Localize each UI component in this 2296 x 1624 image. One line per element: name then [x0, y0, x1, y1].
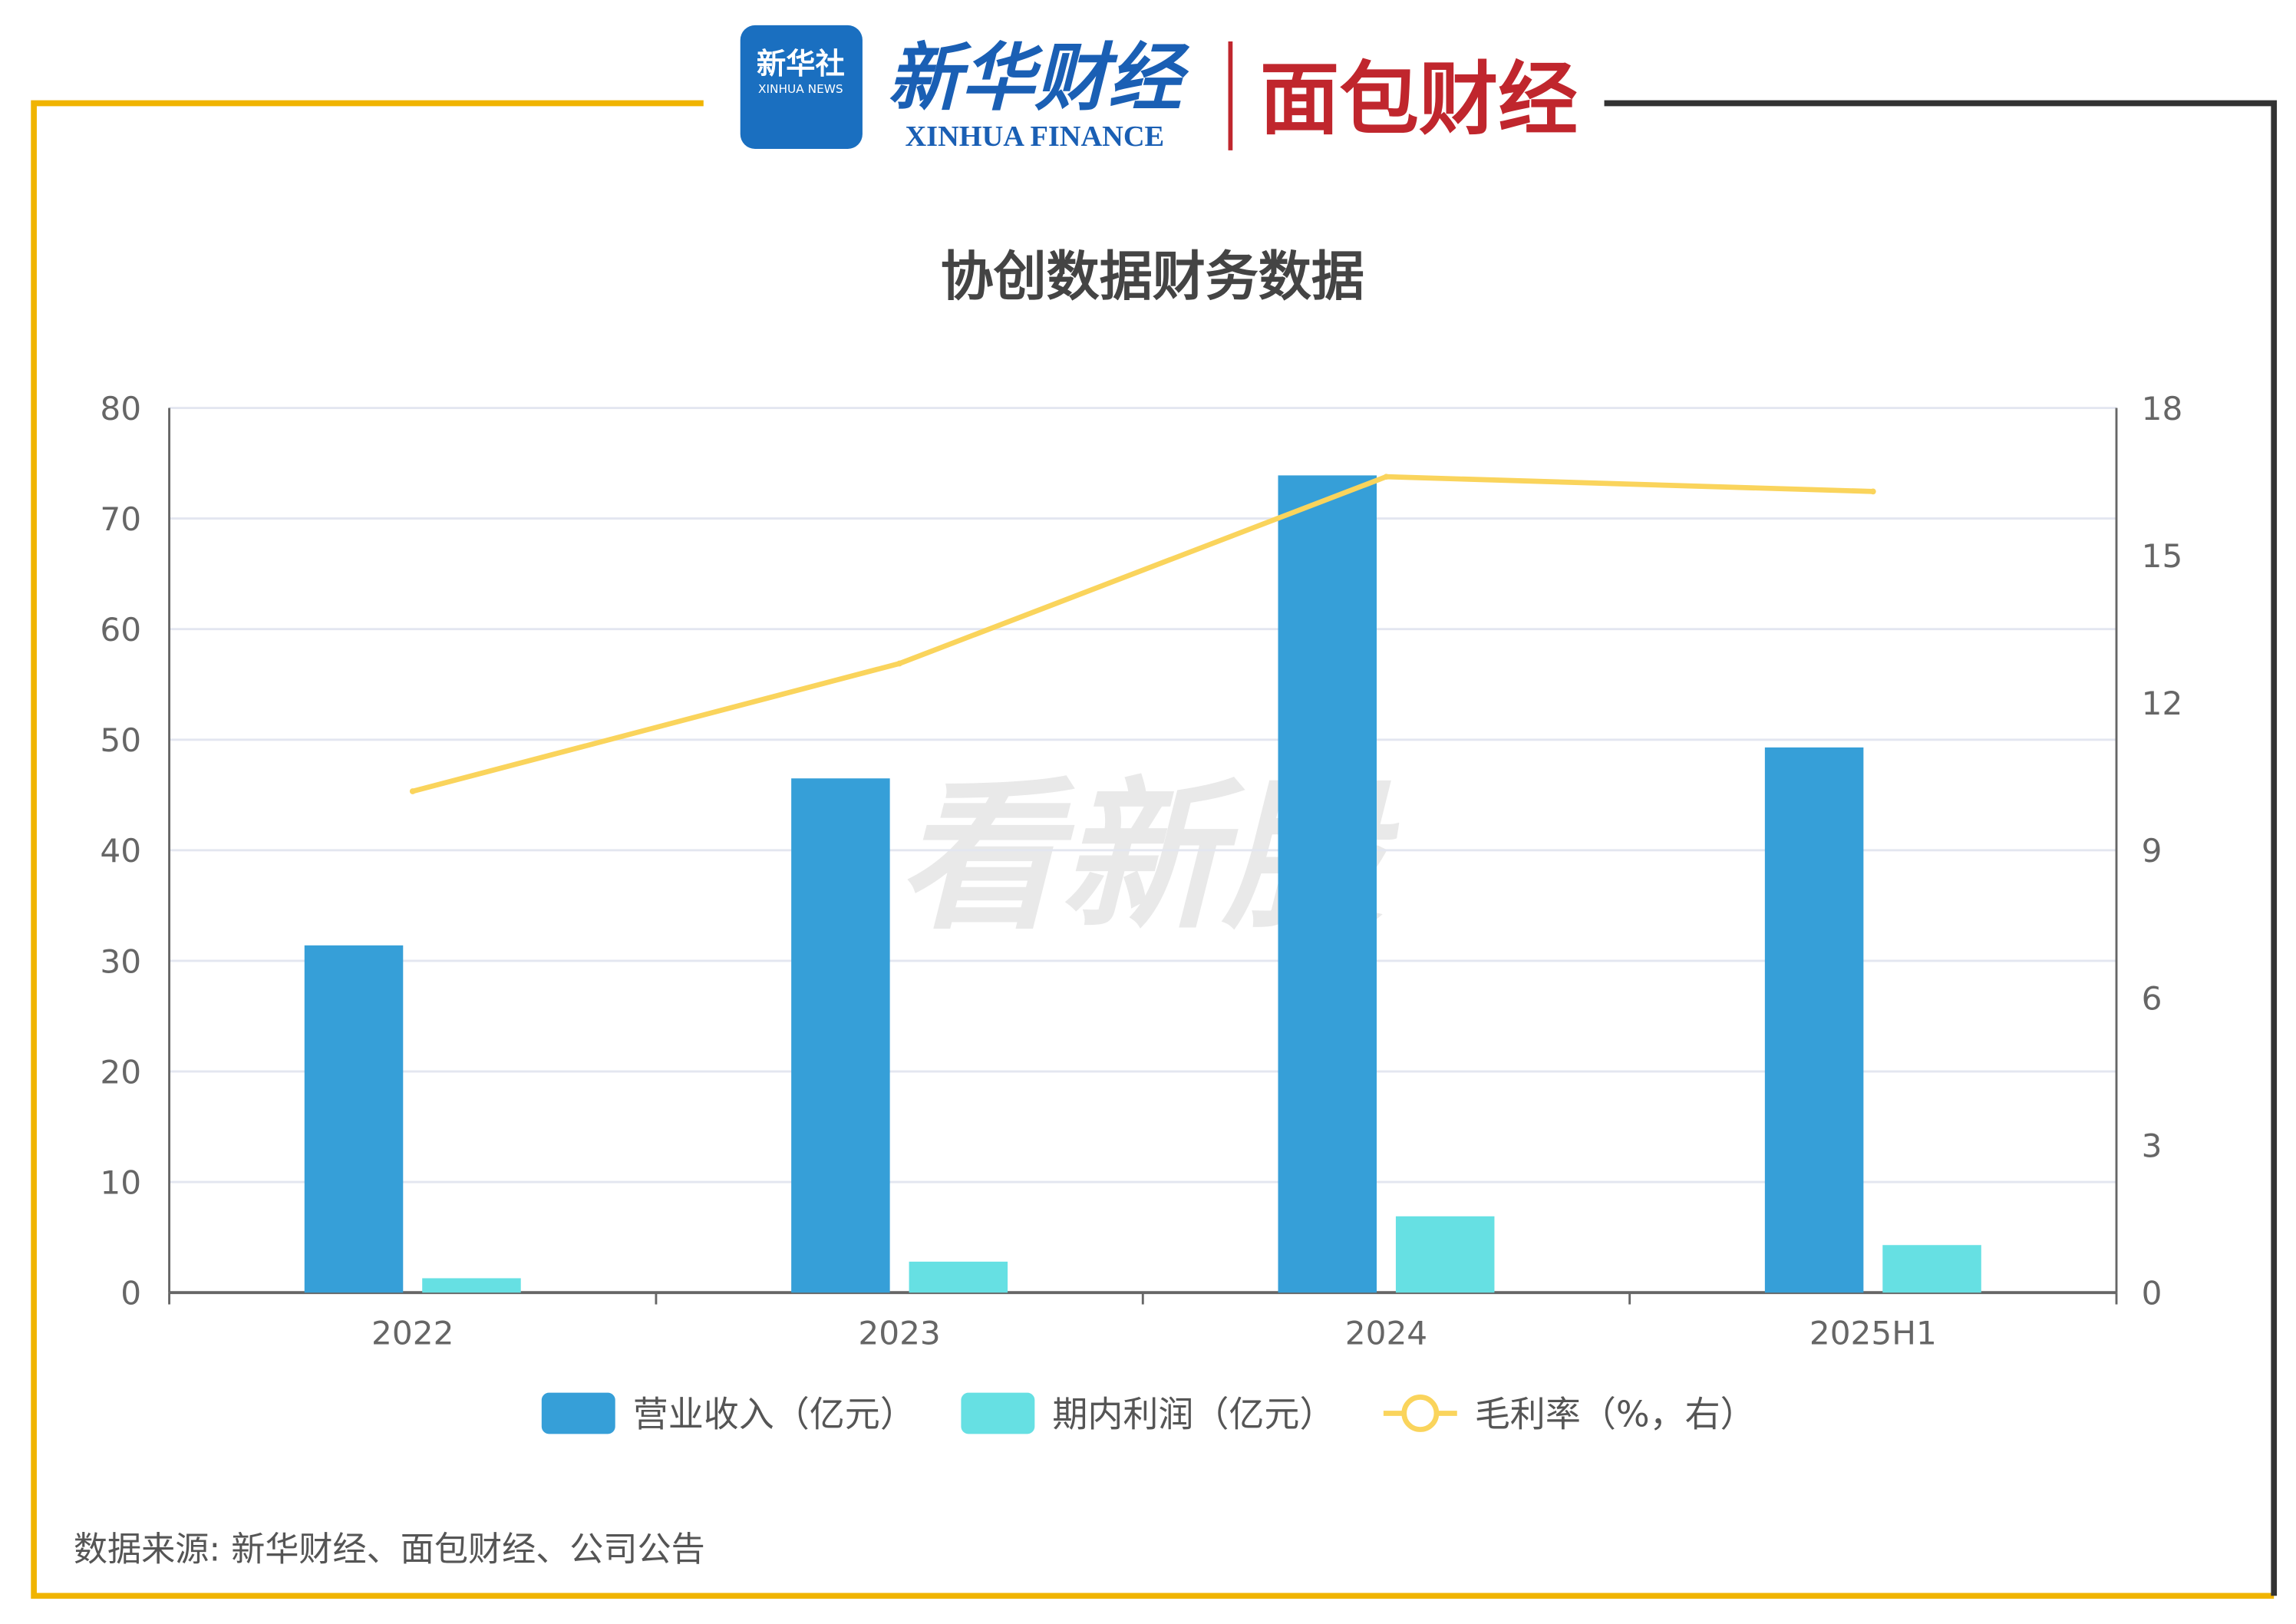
legend-swatch-1 — [961, 1392, 1035, 1434]
right-tick-label: 18 — [2142, 390, 2183, 427]
frame-yellow — [31, 100, 2275, 1599]
left-tick-label: 60 — [100, 611, 141, 649]
legend-label: 期内利润（亿元） — [1052, 1394, 1334, 1435]
profit-bar — [422, 1278, 521, 1293]
left-tick-label: 50 — [100, 721, 141, 759]
x-tick-label: 2025H1 — [1809, 1314, 1937, 1352]
frame-dark — [1604, 100, 2278, 1596]
profit-bar — [909, 1261, 1008, 1293]
gross-margin-point — [1869, 488, 1876, 495]
revenue-bar — [1764, 747, 1864, 1293]
profit-bar — [1395, 1216, 1495, 1293]
gross-margin-point — [896, 660, 902, 667]
x-tick-label: 2024 — [1345, 1314, 1427, 1352]
legend: 营业收入（亿元） 期内利润（亿元） 毛利率（%，右） — [541, 1392, 1756, 1435]
svg-text:新华财经: 新华财经 — [888, 35, 1191, 121]
legend-swatch-circle — [1401, 1395, 1440, 1432]
gross-margin-line — [411, 474, 1873, 794]
x-tick-label: 2023 — [858, 1314, 940, 1352]
plot-area: 0 10 20 30 40 50 60 70 80 0 3 6 9 12 15 18 2022 2023 2024 2… — [100, 390, 2182, 1352]
right-tick-label: 6 — [2142, 979, 2162, 1017]
right-tick-label: 0 — [2142, 1275, 2162, 1312]
left-tick-label: 30 — [100, 942, 141, 980]
xinhua-news-logo: 新华社 XINHUA NEWS — [740, 25, 863, 149]
left-tick-label: 20 — [100, 1053, 141, 1091]
right-tick-label: 15 — [2142, 537, 2183, 575]
profit-bar — [1882, 1245, 1981, 1293]
revenue-bar — [1278, 475, 1377, 1293]
mianbao-logo: 面包财经 — [1260, 54, 1578, 146]
x-tick-label: 2022 — [371, 1314, 454, 1352]
svg-text:XINHUA NEWS: XINHUA NEWS — [758, 82, 843, 96]
svg-text:XINHUA FINANCE: XINHUA FINANCE — [905, 120, 1164, 153]
source-note: 数据来源: 新华财经、面包财经、公司公告 — [74, 1530, 705, 1569]
right-tick-label: 3 — [2142, 1127, 2162, 1164]
left-tick-label: 0 — [120, 1275, 141, 1312]
gross-margin-point — [1383, 474, 1390, 480]
xinhua-finance-logo: 新华财经 XINHUA FINANCE — [888, 35, 1191, 153]
gross-margin-point — [409, 788, 416, 794]
left-tick-label: 80 — [100, 390, 141, 427]
left-tick-label: 10 — [100, 1164, 141, 1201]
revenue-bar — [791, 778, 890, 1293]
left-tick-label: 40 — [100, 832, 141, 870]
legend-label: 毛利率（%，右） — [1475, 1394, 1756, 1435]
legend-swatch-0 — [541, 1392, 615, 1434]
right-tick-label: 9 — [2142, 832, 2162, 870]
revenue-bar — [304, 945, 404, 1293]
legend-label: 营业收入（亿元） — [633, 1394, 915, 1435]
right-tick-label: 12 — [2142, 685, 2183, 722]
chart-title: 协创数据财务数据 — [941, 246, 1364, 308]
svg-text:新华社: 新华社 — [757, 47, 845, 81]
left-tick-label: 70 — [100, 500, 141, 538]
